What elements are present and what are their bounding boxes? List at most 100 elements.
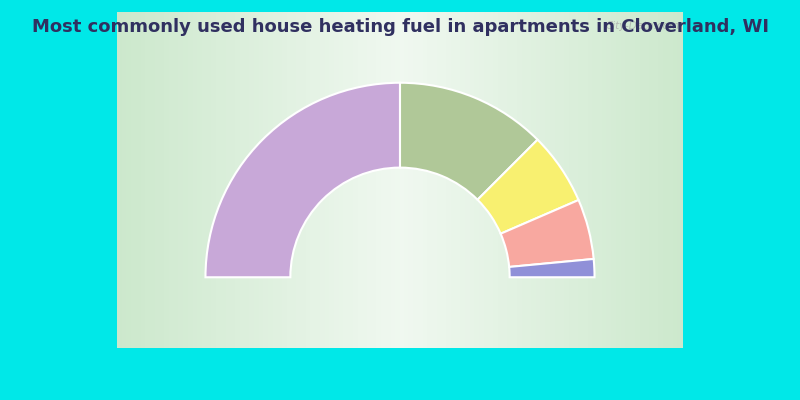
Bar xyxy=(462,12,466,348)
Bar xyxy=(330,12,334,348)
Bar xyxy=(169,12,174,348)
Bar xyxy=(254,12,258,348)
Bar xyxy=(522,12,527,348)
Bar xyxy=(174,12,178,348)
Bar xyxy=(334,12,338,348)
Bar xyxy=(594,12,598,348)
Bar xyxy=(565,12,570,348)
Bar xyxy=(122,12,126,348)
Bar xyxy=(626,12,631,348)
Bar xyxy=(405,12,410,348)
Bar xyxy=(617,12,622,348)
Bar xyxy=(518,12,522,348)
Bar xyxy=(258,12,263,348)
Bar xyxy=(315,12,320,348)
Bar xyxy=(159,12,164,348)
Bar xyxy=(480,12,485,348)
Bar xyxy=(466,12,470,348)
Bar xyxy=(320,12,325,348)
Bar xyxy=(221,12,226,348)
Bar xyxy=(532,12,537,348)
Bar xyxy=(377,12,381,348)
Bar xyxy=(664,12,669,348)
Bar xyxy=(126,12,131,348)
Bar xyxy=(546,12,551,348)
Bar xyxy=(353,12,358,348)
Bar xyxy=(589,12,594,348)
Bar xyxy=(602,12,607,348)
Bar xyxy=(183,12,188,348)
Bar xyxy=(438,12,442,348)
Bar xyxy=(574,12,579,348)
Bar xyxy=(513,12,518,348)
Bar xyxy=(641,12,646,348)
Bar xyxy=(669,12,674,348)
Wedge shape xyxy=(206,83,400,277)
Bar xyxy=(494,12,499,348)
Bar xyxy=(654,12,659,348)
Bar xyxy=(579,12,584,348)
Wedge shape xyxy=(501,200,594,267)
Wedge shape xyxy=(478,140,578,234)
Bar xyxy=(410,12,414,348)
Bar xyxy=(414,12,419,348)
Bar xyxy=(291,12,296,348)
Bar xyxy=(395,12,400,348)
Bar xyxy=(206,12,211,348)
Bar xyxy=(362,12,367,348)
Bar xyxy=(537,12,542,348)
Bar xyxy=(263,12,268,348)
Bar xyxy=(485,12,490,348)
Bar xyxy=(636,12,641,348)
Bar xyxy=(607,12,612,348)
Bar xyxy=(650,12,654,348)
Bar xyxy=(390,12,395,348)
Bar xyxy=(226,12,230,348)
Bar xyxy=(268,12,273,348)
Bar xyxy=(570,12,574,348)
Bar xyxy=(216,12,221,348)
Bar xyxy=(348,12,353,348)
Bar xyxy=(428,12,433,348)
Bar xyxy=(452,12,457,348)
Bar xyxy=(381,12,386,348)
Bar xyxy=(631,12,636,348)
Bar xyxy=(306,12,310,348)
Bar xyxy=(509,12,513,348)
Bar xyxy=(301,12,306,348)
Bar xyxy=(338,12,343,348)
Bar xyxy=(372,12,377,348)
Bar xyxy=(146,12,150,348)
Bar xyxy=(470,12,475,348)
Bar xyxy=(296,12,301,348)
Bar xyxy=(419,12,423,348)
Bar xyxy=(646,12,650,348)
Bar xyxy=(310,12,315,348)
Bar xyxy=(178,12,183,348)
Bar xyxy=(249,12,254,348)
Wedge shape xyxy=(509,259,594,277)
Bar xyxy=(198,12,202,348)
Bar xyxy=(442,12,447,348)
Bar xyxy=(193,12,198,348)
Bar xyxy=(131,12,136,348)
Bar xyxy=(527,12,532,348)
Bar xyxy=(154,12,159,348)
Bar xyxy=(164,12,169,348)
Bar xyxy=(278,12,282,348)
Bar xyxy=(678,12,683,348)
Bar xyxy=(400,12,405,348)
Wedge shape xyxy=(400,83,538,200)
Bar xyxy=(598,12,602,348)
Bar xyxy=(230,12,235,348)
Bar xyxy=(188,12,193,348)
Bar xyxy=(386,12,390,348)
Bar xyxy=(367,12,372,348)
Bar xyxy=(490,12,494,348)
Text: City-Data.com: City-Data.com xyxy=(606,21,679,31)
Bar xyxy=(423,12,428,348)
Bar xyxy=(273,12,278,348)
Bar xyxy=(343,12,348,348)
Bar xyxy=(136,12,141,348)
Bar xyxy=(612,12,617,348)
